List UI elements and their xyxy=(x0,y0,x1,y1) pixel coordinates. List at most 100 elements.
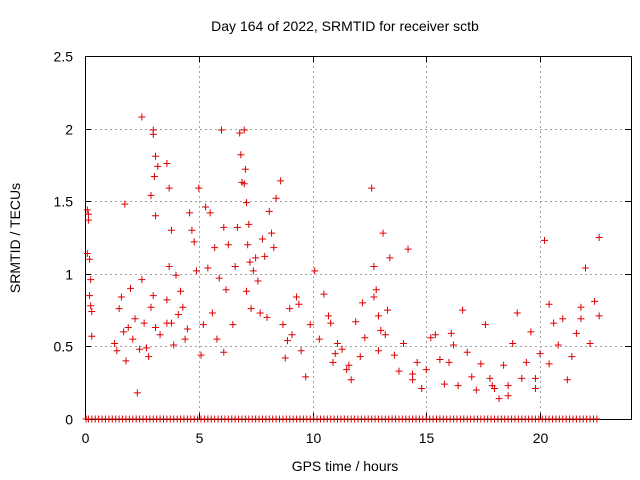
data-point xyxy=(138,113,146,121)
data-point xyxy=(129,335,137,343)
grid-lines xyxy=(85,56,631,419)
data-point xyxy=(361,334,369,342)
data-point xyxy=(254,277,262,285)
data-point xyxy=(218,126,225,134)
data-point xyxy=(211,244,219,252)
data-point xyxy=(531,374,539,382)
data-point xyxy=(188,226,196,234)
data-point xyxy=(568,353,576,361)
data-point xyxy=(370,263,378,271)
data-point xyxy=(500,361,508,369)
data-point xyxy=(88,308,96,316)
data-point xyxy=(422,366,430,374)
data-point xyxy=(199,321,207,329)
data-point xyxy=(306,321,314,329)
data-point xyxy=(113,347,121,355)
data-point xyxy=(513,309,521,317)
data-point xyxy=(472,386,480,394)
data-point xyxy=(293,293,301,301)
data-point xyxy=(229,321,237,329)
data-point xyxy=(504,382,512,390)
data-point xyxy=(283,337,291,345)
data-point xyxy=(295,300,303,308)
data-point xyxy=(582,264,589,272)
data-point xyxy=(258,235,266,243)
y-tick-labels: 0 0.5 1 1.5 2 2.5 xyxy=(54,49,74,428)
data-point xyxy=(270,244,278,252)
data-point xyxy=(572,329,580,337)
data-point xyxy=(215,274,223,282)
data-point xyxy=(531,385,539,393)
data-point xyxy=(213,335,221,343)
data-point xyxy=(249,267,257,275)
data-point xyxy=(244,241,252,249)
data-point xyxy=(243,287,251,295)
data-point xyxy=(149,292,157,300)
data-point xyxy=(145,353,153,361)
data-point xyxy=(83,249,91,257)
data-point xyxy=(190,238,198,246)
data-point xyxy=(138,276,146,284)
data-point xyxy=(256,309,264,317)
data-point xyxy=(541,236,549,244)
data-point xyxy=(261,252,269,260)
data-point xyxy=(152,324,160,332)
data-point xyxy=(124,324,132,332)
data-point xyxy=(372,286,380,294)
data-point xyxy=(343,366,351,374)
data-point xyxy=(136,345,144,353)
y-tick-label: 0.5 xyxy=(54,339,74,355)
data-point xyxy=(379,229,387,237)
data-point xyxy=(324,312,332,320)
data-point xyxy=(152,212,160,220)
data-point xyxy=(122,357,130,365)
data-point xyxy=(495,395,503,403)
y-tick-label: 2.5 xyxy=(54,49,74,65)
data-point xyxy=(400,339,407,347)
data-point xyxy=(320,290,328,298)
data-point xyxy=(352,318,360,326)
data-point xyxy=(454,382,462,390)
data-point xyxy=(302,373,310,381)
data-point xyxy=(577,303,585,311)
data-point xyxy=(87,276,95,284)
chart-title: Day 164 of 2022, SRMTID for receiver sct… xyxy=(211,18,479,34)
data-point xyxy=(277,177,285,185)
data-point xyxy=(222,286,230,294)
data-point xyxy=(374,347,382,355)
data-point xyxy=(427,334,435,342)
data-points xyxy=(82,113,603,423)
data-point xyxy=(311,267,319,275)
data-point xyxy=(518,374,526,382)
data-point xyxy=(163,159,171,167)
data-point xyxy=(152,152,160,160)
data-point xyxy=(165,184,173,192)
data-point xyxy=(163,296,171,304)
data-point xyxy=(272,194,280,202)
data-point xyxy=(115,305,123,313)
data-point xyxy=(288,331,296,339)
data-point xyxy=(488,382,496,390)
data-point xyxy=(431,331,439,339)
data-point xyxy=(481,321,489,329)
data-point xyxy=(334,339,342,347)
data-point xyxy=(418,385,426,393)
data-point xyxy=(220,348,228,356)
data-point xyxy=(586,339,594,347)
data-point xyxy=(554,341,562,349)
data-point xyxy=(84,216,92,224)
data-point xyxy=(436,355,444,363)
x-tick-label: 0 xyxy=(82,430,90,446)
data-point xyxy=(177,287,185,295)
data-point xyxy=(563,376,571,384)
data-point xyxy=(149,130,157,138)
data-point xyxy=(204,264,212,272)
data-point xyxy=(356,353,364,361)
data-point xyxy=(327,319,335,327)
data-point xyxy=(390,351,398,359)
data-point xyxy=(522,358,530,366)
data-point xyxy=(174,310,182,318)
data-point xyxy=(331,350,339,358)
x-tick-label: 15 xyxy=(419,430,435,446)
data-point xyxy=(231,263,239,271)
